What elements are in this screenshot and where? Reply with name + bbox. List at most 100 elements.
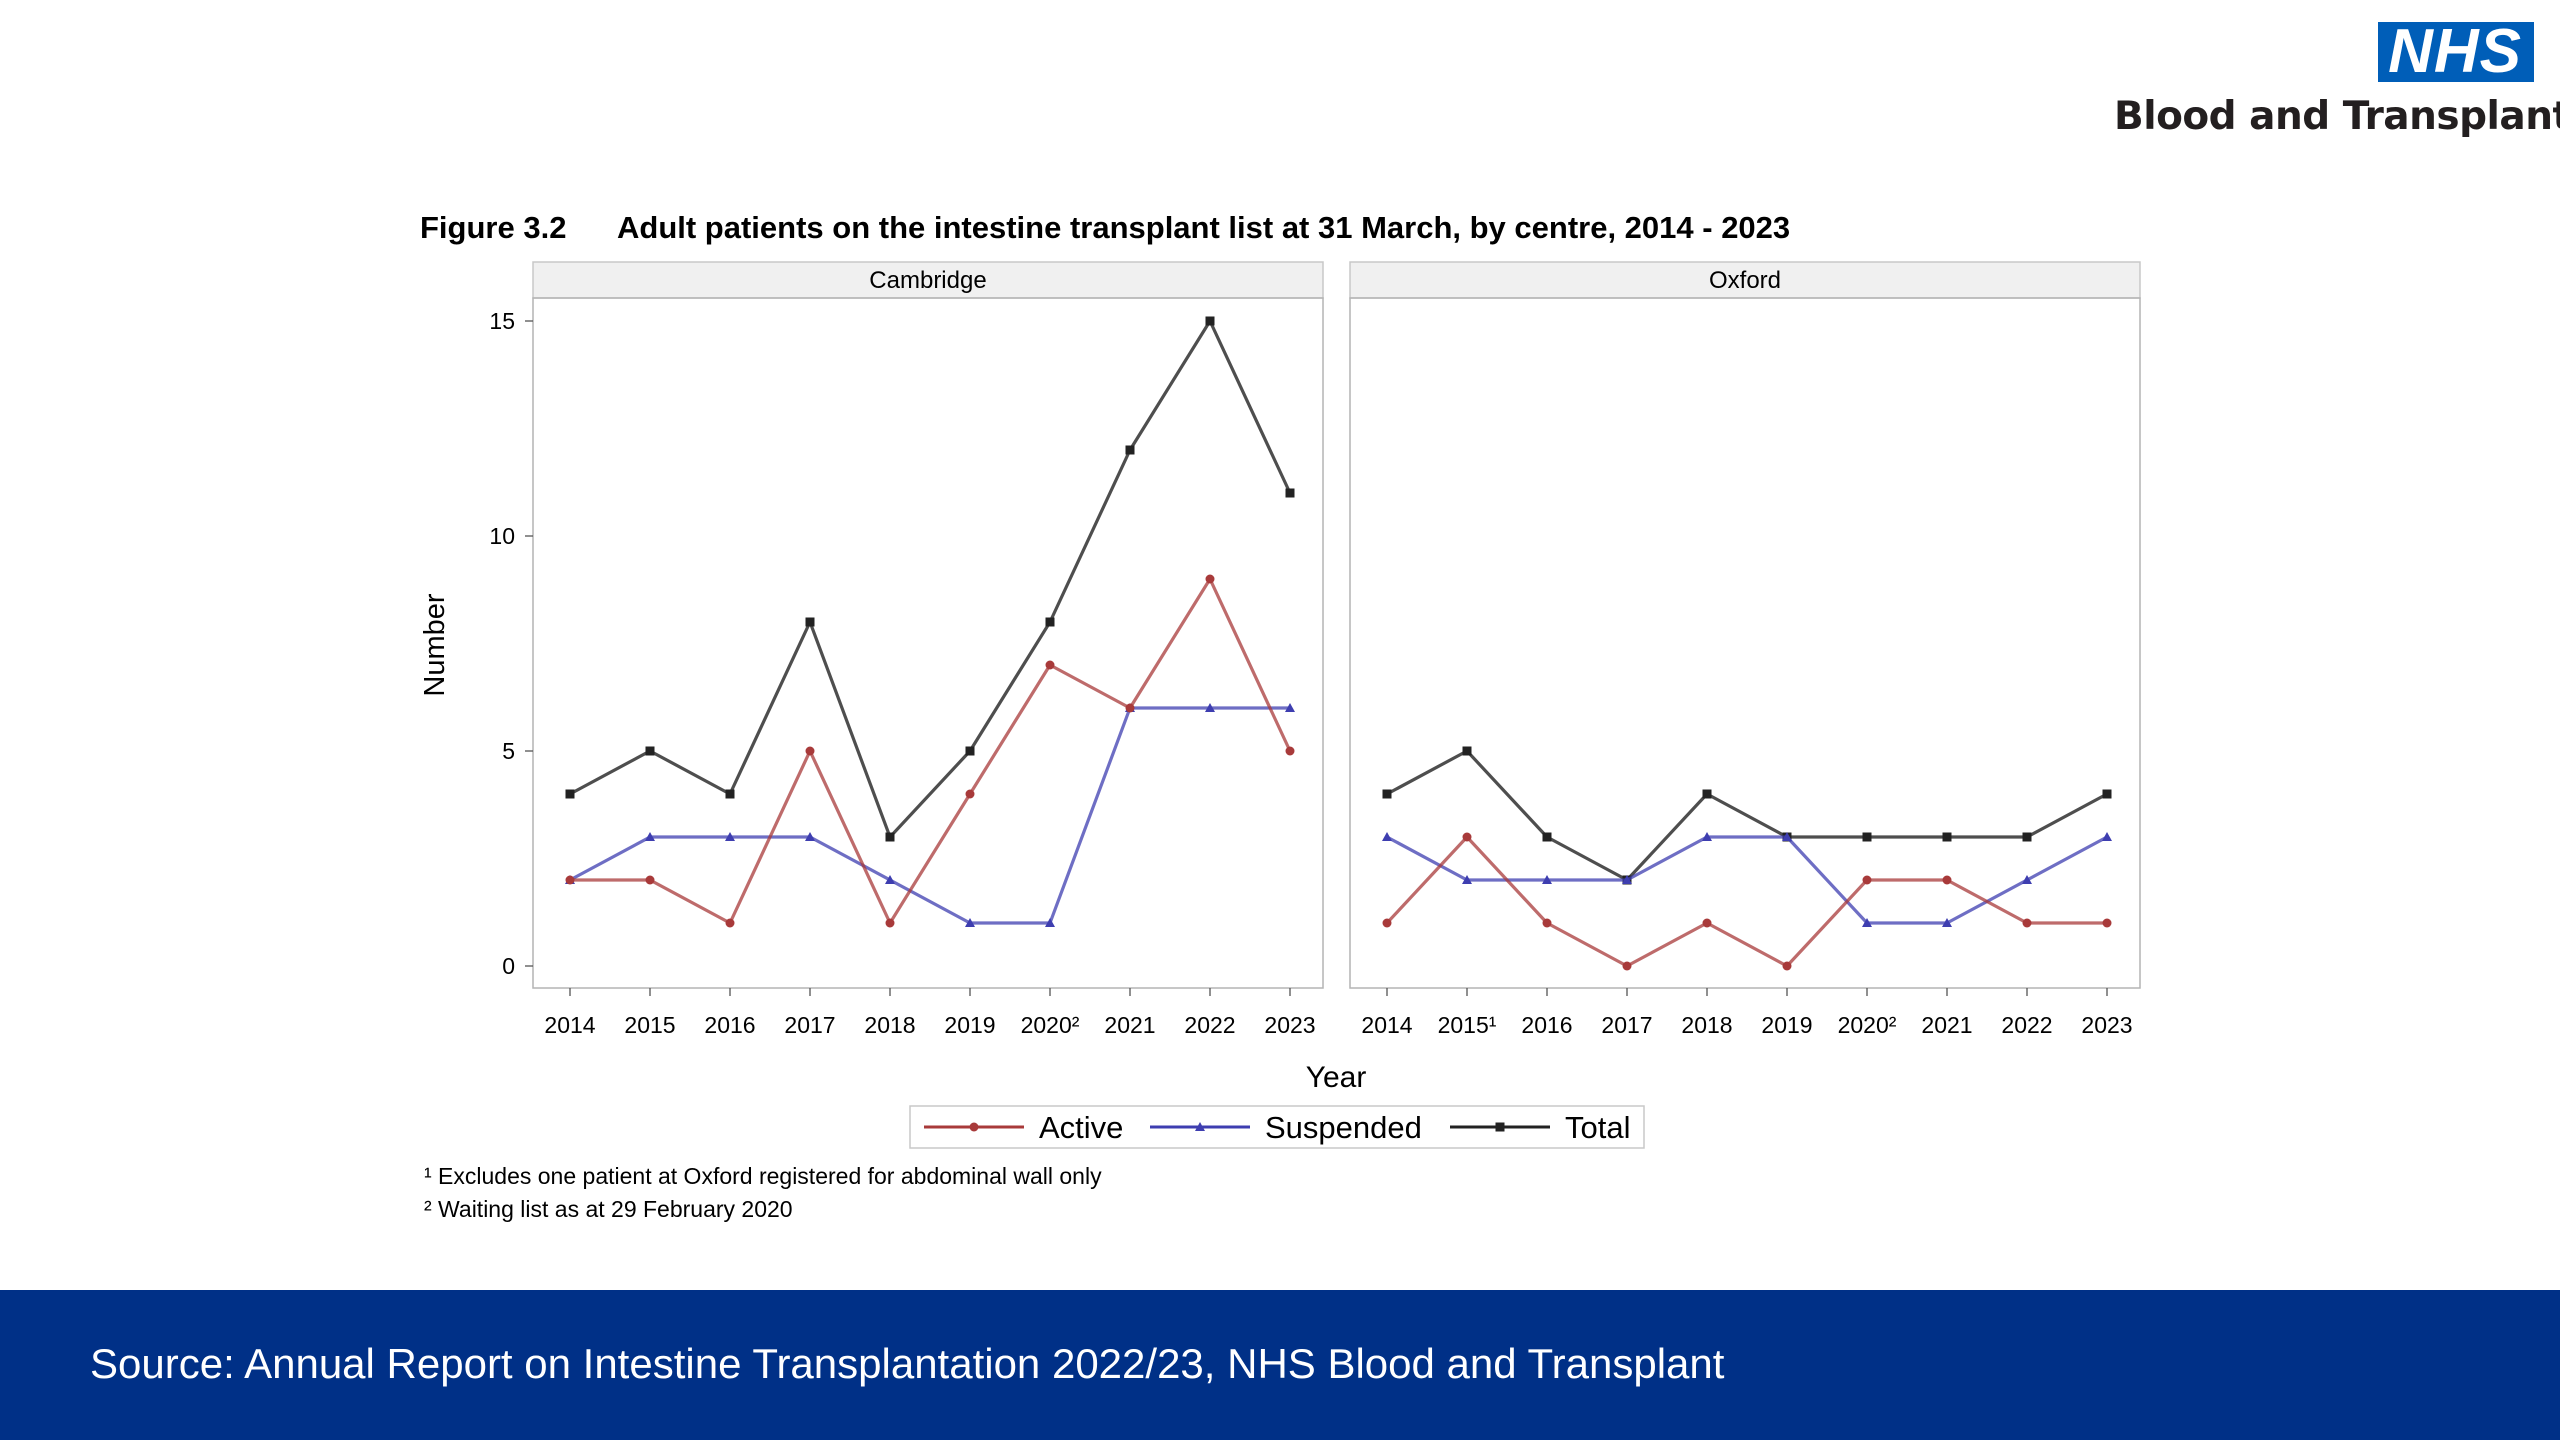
series-line — [570, 577, 1292, 925]
data-point — [1702, 832, 1712, 841]
data-point — [1782, 961, 1792, 971]
data-point — [1862, 918, 1872, 927]
x-tick-label: 2016 — [704, 1012, 755, 1038]
panel-oxford: Oxford 2014 2015¹ 2016 2017 2018 2019 2020² 2021… — [1349, 261, 2141, 1038]
data-point — [725, 918, 735, 928]
data-point — [1942, 832, 1952, 842]
data-point — [2022, 918, 2032, 928]
data-point — [965, 746, 975, 756]
y-axis-label: Number — [419, 593, 451, 696]
legend-marker — [1195, 1122, 1205, 1131]
x-tick-label: 2015 — [624, 1012, 675, 1038]
x-tick-label: 2017 — [1601, 1012, 1652, 1038]
legend-label: Suspended — [1265, 1110, 1422, 1145]
data-point — [1462, 875, 1472, 884]
data-point — [1542, 918, 1552, 928]
data-point — [965, 918, 975, 927]
x-axis-label: Year — [1306, 1061, 1367, 1094]
x-tick-label: 2018 — [1681, 1012, 1732, 1038]
data-point — [1622, 875, 1632, 884]
data-point — [1942, 875, 1952, 885]
series-total — [565, 316, 1295, 842]
data-point — [1542, 875, 1552, 884]
data-point — [1205, 316, 1215, 326]
legend: Active Suspended Total — [909, 1105, 1645, 1149]
legend-item-total: Total — [1450, 1110, 1630, 1145]
data-point — [2022, 832, 2032, 842]
x-tick-label: 2020² — [1838, 1012, 1897, 1038]
x-tick-label: 2015¹ — [1438, 1012, 1497, 1038]
data-point — [1702, 918, 1712, 928]
data-point — [965, 789, 975, 799]
panel-header — [1349, 261, 2141, 299]
x-tick-label: 2014 — [544, 1012, 595, 1038]
panel-header-label: Cambridge — [869, 267, 986, 294]
panel-line-chart: Cambridge 2014 2015 2016 2017 2018 2019 2020² 20… — [419, 261, 2141, 1149]
data-point — [1942, 918, 1952, 927]
data-point — [645, 875, 655, 885]
data-point — [565, 875, 575, 885]
data-point — [1702, 789, 1712, 799]
x-tick-label: 2021 — [1104, 1012, 1155, 1038]
y-tick-label: 0 — [502, 953, 515, 979]
x-tick-label: 2017 — [784, 1012, 835, 1038]
data-point — [1462, 832, 1472, 842]
data-point — [1125, 445, 1135, 455]
x-tick-label: 2019 — [1761, 1012, 1812, 1038]
y-tick-label: 10 — [489, 523, 515, 549]
nhs-badge: NHS — [2378, 21, 2534, 83]
data-point — [1862, 875, 1872, 885]
x-tick-label: 2023 — [1264, 1012, 1315, 1038]
data-point — [805, 746, 815, 756]
data-point — [1622, 961, 1632, 971]
data-point — [1045, 617, 1055, 627]
data-point — [885, 832, 895, 842]
legend-label: Active — [1039, 1110, 1123, 1145]
data-point — [2022, 875, 2032, 884]
legend-marker — [969, 1122, 979, 1132]
y-tick-label: 15 — [489, 308, 515, 334]
panel-cambridge: Cambridge 2014 2015 2016 2017 2018 2019 2020² 20… — [419, 261, 1324, 1038]
x-tick-label: 2021 — [1921, 1012, 1972, 1038]
logo-text: Blood and Transplant — [2114, 94, 2560, 139]
x-tick-label: 2020² — [1021, 1012, 1080, 1038]
data-point — [1285, 746, 1295, 756]
panel-header — [532, 261, 1324, 299]
series-total — [1382, 746, 2112, 885]
data-point — [885, 918, 895, 928]
legend-item-suspended: Suspended — [1150, 1110, 1422, 1145]
data-point — [1125, 703, 1135, 713]
data-point — [1462, 746, 1472, 756]
data-point — [1382, 789, 1392, 799]
x-tick-label: 2022 — [1184, 1012, 1235, 1038]
data-point — [2102, 918, 2112, 928]
legend-marker — [1495, 1122, 1505, 1132]
data-point — [1382, 832, 1392, 841]
series-line — [569, 319, 1292, 839]
data-point — [1382, 918, 1392, 928]
data-point — [725, 789, 735, 799]
x-tick-label: 2019 — [944, 1012, 995, 1038]
data-point — [1045, 660, 1055, 670]
data-point — [645, 746, 655, 756]
x-tick-label: 2022 — [2001, 1012, 2052, 1038]
data-point — [805, 617, 815, 627]
data-point — [565, 789, 575, 799]
data-point — [2102, 832, 2112, 841]
x-tick-label: 2016 — [1521, 1012, 1572, 1038]
data-point — [1045, 918, 1055, 927]
data-point — [725, 832, 735, 841]
series-line — [1386, 835, 2108, 925]
source-text: Source: Annual Report on Intestine Trans… — [90, 1340, 1725, 1387]
footnote-2: ² Waiting list as at 29 February 2020 — [424, 1196, 793, 1222]
footer-bar: Source: Annual Report on Intestine Trans… — [0, 1290, 2560, 1440]
series-active — [565, 574, 1295, 928]
data-point — [1862, 832, 1872, 842]
x-tick-label: 2023 — [2081, 1012, 2132, 1038]
series-suspended — [1382, 832, 2112, 927]
panel-header-label: Oxford — [1709, 267, 1781, 294]
legend-item-active: Active — [924, 1110, 1123, 1145]
data-point — [1782, 832, 1792, 841]
data-point — [805, 832, 815, 841]
figure-number: Figure 3.2 — [420, 210, 567, 245]
